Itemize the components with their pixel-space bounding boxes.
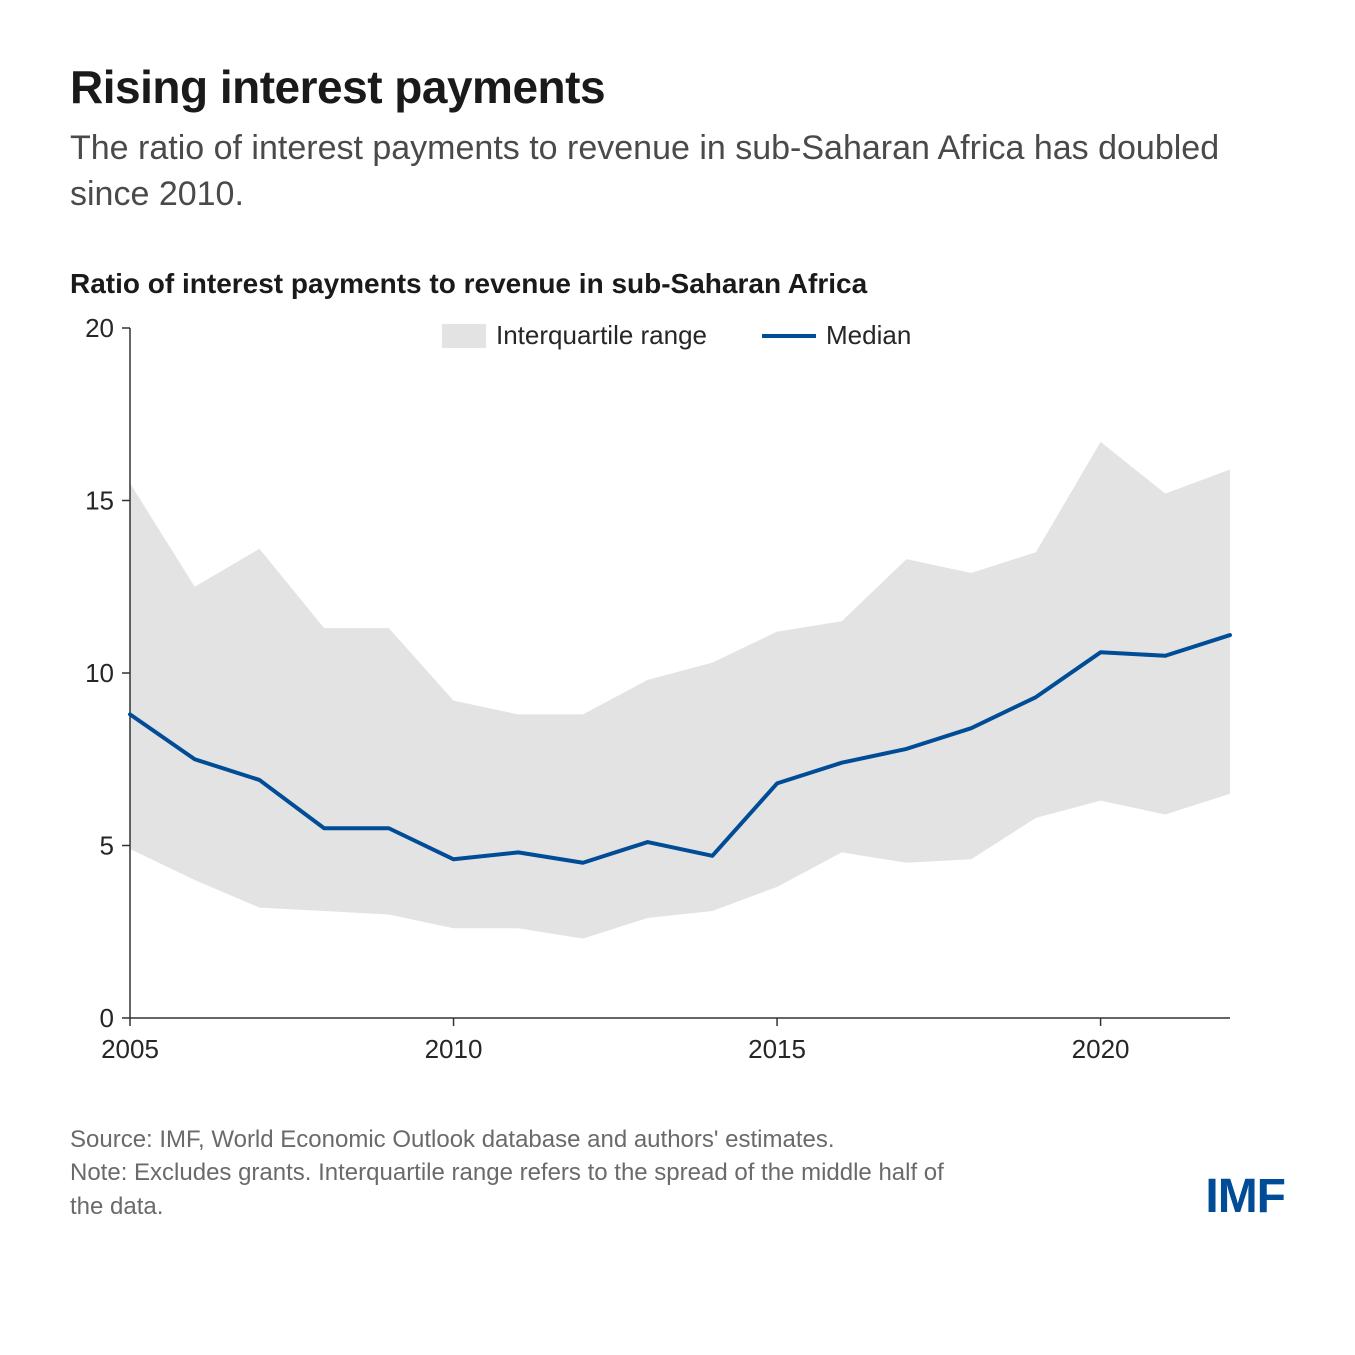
page-subtitle: The ratio of interest payments to revenu…	[70, 126, 1285, 218]
x-tick-label: 2020	[1072, 1034, 1130, 1064]
y-tick-label: 10	[85, 658, 114, 688]
y-tick-label: 5	[100, 830, 114, 860]
y-tick-label: 20	[85, 318, 114, 343]
legend-line-label: Median	[826, 320, 911, 350]
y-tick-label: 0	[100, 1003, 114, 1033]
legend: Interquartile range Median	[442, 320, 911, 350]
chart-container: 0 5 10 15 20 2005 2010 2015 2020 Interquartile ra…	[70, 318, 1285, 1083]
x-tick-label: 2015	[748, 1034, 806, 1064]
legend-band-label: Interquartile range	[496, 320, 707, 350]
line-chart: 0 5 10 15 20 2005 2010 2015 2020 Interquartile ra…	[70, 318, 1250, 1078]
x-tick-label: 2005	[101, 1034, 159, 1064]
x-tick-label: 2010	[425, 1034, 483, 1064]
source-text: Source: IMF, World Economic Outlook data…	[70, 1123, 970, 1157]
page-title: Rising interest payments	[70, 60, 1285, 114]
iqr-band	[130, 442, 1230, 939]
chart-title: Ratio of interest payments to revenue in…	[70, 268, 1285, 300]
note-text: Note: Excludes grants. Interquartile ran…	[70, 1156, 970, 1223]
y-tick-label: 15	[85, 485, 114, 515]
footer: Source: IMF, World Economic Outlook data…	[70, 1123, 1285, 1224]
imf-logo: IMF	[1205, 1169, 1285, 1224]
footnotes: Source: IMF, World Economic Outlook data…	[70, 1123, 970, 1224]
